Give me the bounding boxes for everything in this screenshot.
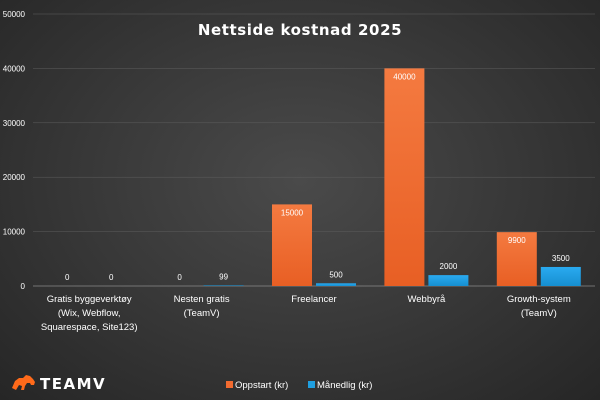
data-label: 2000 <box>440 262 458 271</box>
y-tick-label: 20000 <box>3 173 26 182</box>
data-label: 0 <box>177 273 182 282</box>
x-category-label: Nesten gratis (TeamV) <box>174 294 230 319</box>
bar-manedlig <box>316 283 356 286</box>
bar-manedlig <box>428 275 469 286</box>
bar-manedlig <box>203 285 244 286</box>
data-label: 99 <box>219 272 228 281</box>
data-label: 0 <box>109 273 114 282</box>
legend-label-manedlig: Månedlig (kr) <box>317 380 372 391</box>
x-axis: Gratis byggeverktøy (Wix, Webflow, Squares… <box>41 294 571 333</box>
data-label: 0 <box>65 273 70 282</box>
legend: Oppstart (kr) Månedlig (kr) <box>226 380 372 391</box>
y-tick-label: 0 <box>21 282 26 291</box>
logo-text: TEAMV <box>40 375 106 393</box>
teamv-logo: TEAMV <box>12 375 106 393</box>
y-tick-label: 10000 <box>3 228 26 237</box>
x-category-label: Growth-system (TeamV) <box>507 294 571 319</box>
bar-oppstart <box>272 204 312 286</box>
data-label: 3500 <box>552 254 570 263</box>
bar-manedlig <box>540 266 581 286</box>
bars <box>203 68 581 287</box>
data-label: 40000 <box>393 72 416 81</box>
x-category-line: Squarespace, Site123) <box>41 322 138 333</box>
legend-label-oppstart: Oppstart (kr) <box>235 380 288 391</box>
x-category-label: Freelancer <box>291 294 336 305</box>
chart-title: Nettside kostnad 2025 <box>198 21 402 39</box>
y-tick-label: 40000 <box>3 64 26 73</box>
x-category-line: Freelancer <box>291 294 336 305</box>
data-label: 9900 <box>508 236 526 245</box>
data-labels: 0 0 0 99 15000 500 40000 2000 9900 3500 <box>65 72 570 282</box>
y-tick-label: 30000 <box>3 119 26 128</box>
y-axis: 0 10000 20000 30000 40000 50000 <box>3 10 26 291</box>
x-category-line: (TeamV) <box>184 308 220 319</box>
x-category-line: (TeamV) <box>521 308 557 319</box>
data-label: 500 <box>329 270 343 279</box>
bar-oppstart <box>496 232 537 286</box>
x-category-label: Gratis byggeverktøy (Wix, Webflow, Squares… <box>41 294 138 333</box>
lion-icon <box>12 375 35 390</box>
y-tick-label: 50000 <box>3 10 26 19</box>
bar-oppstart <box>384 68 425 287</box>
data-label: 15000 <box>281 208 304 217</box>
x-category-line: Growth-system <box>507 294 571 305</box>
x-category-line: (Wix, Webflow, <box>58 308 121 319</box>
x-category-line: Nesten gratis <box>174 294 230 305</box>
legend-swatch-manedlig <box>308 381 315 388</box>
legend-swatch-oppstart <box>226 381 233 388</box>
x-category-label: Webbyrå <box>407 294 446 305</box>
x-category-line: Webbyrå <box>407 294 446 305</box>
x-category-line: Gratis byggeverktøy <box>47 294 132 305</box>
